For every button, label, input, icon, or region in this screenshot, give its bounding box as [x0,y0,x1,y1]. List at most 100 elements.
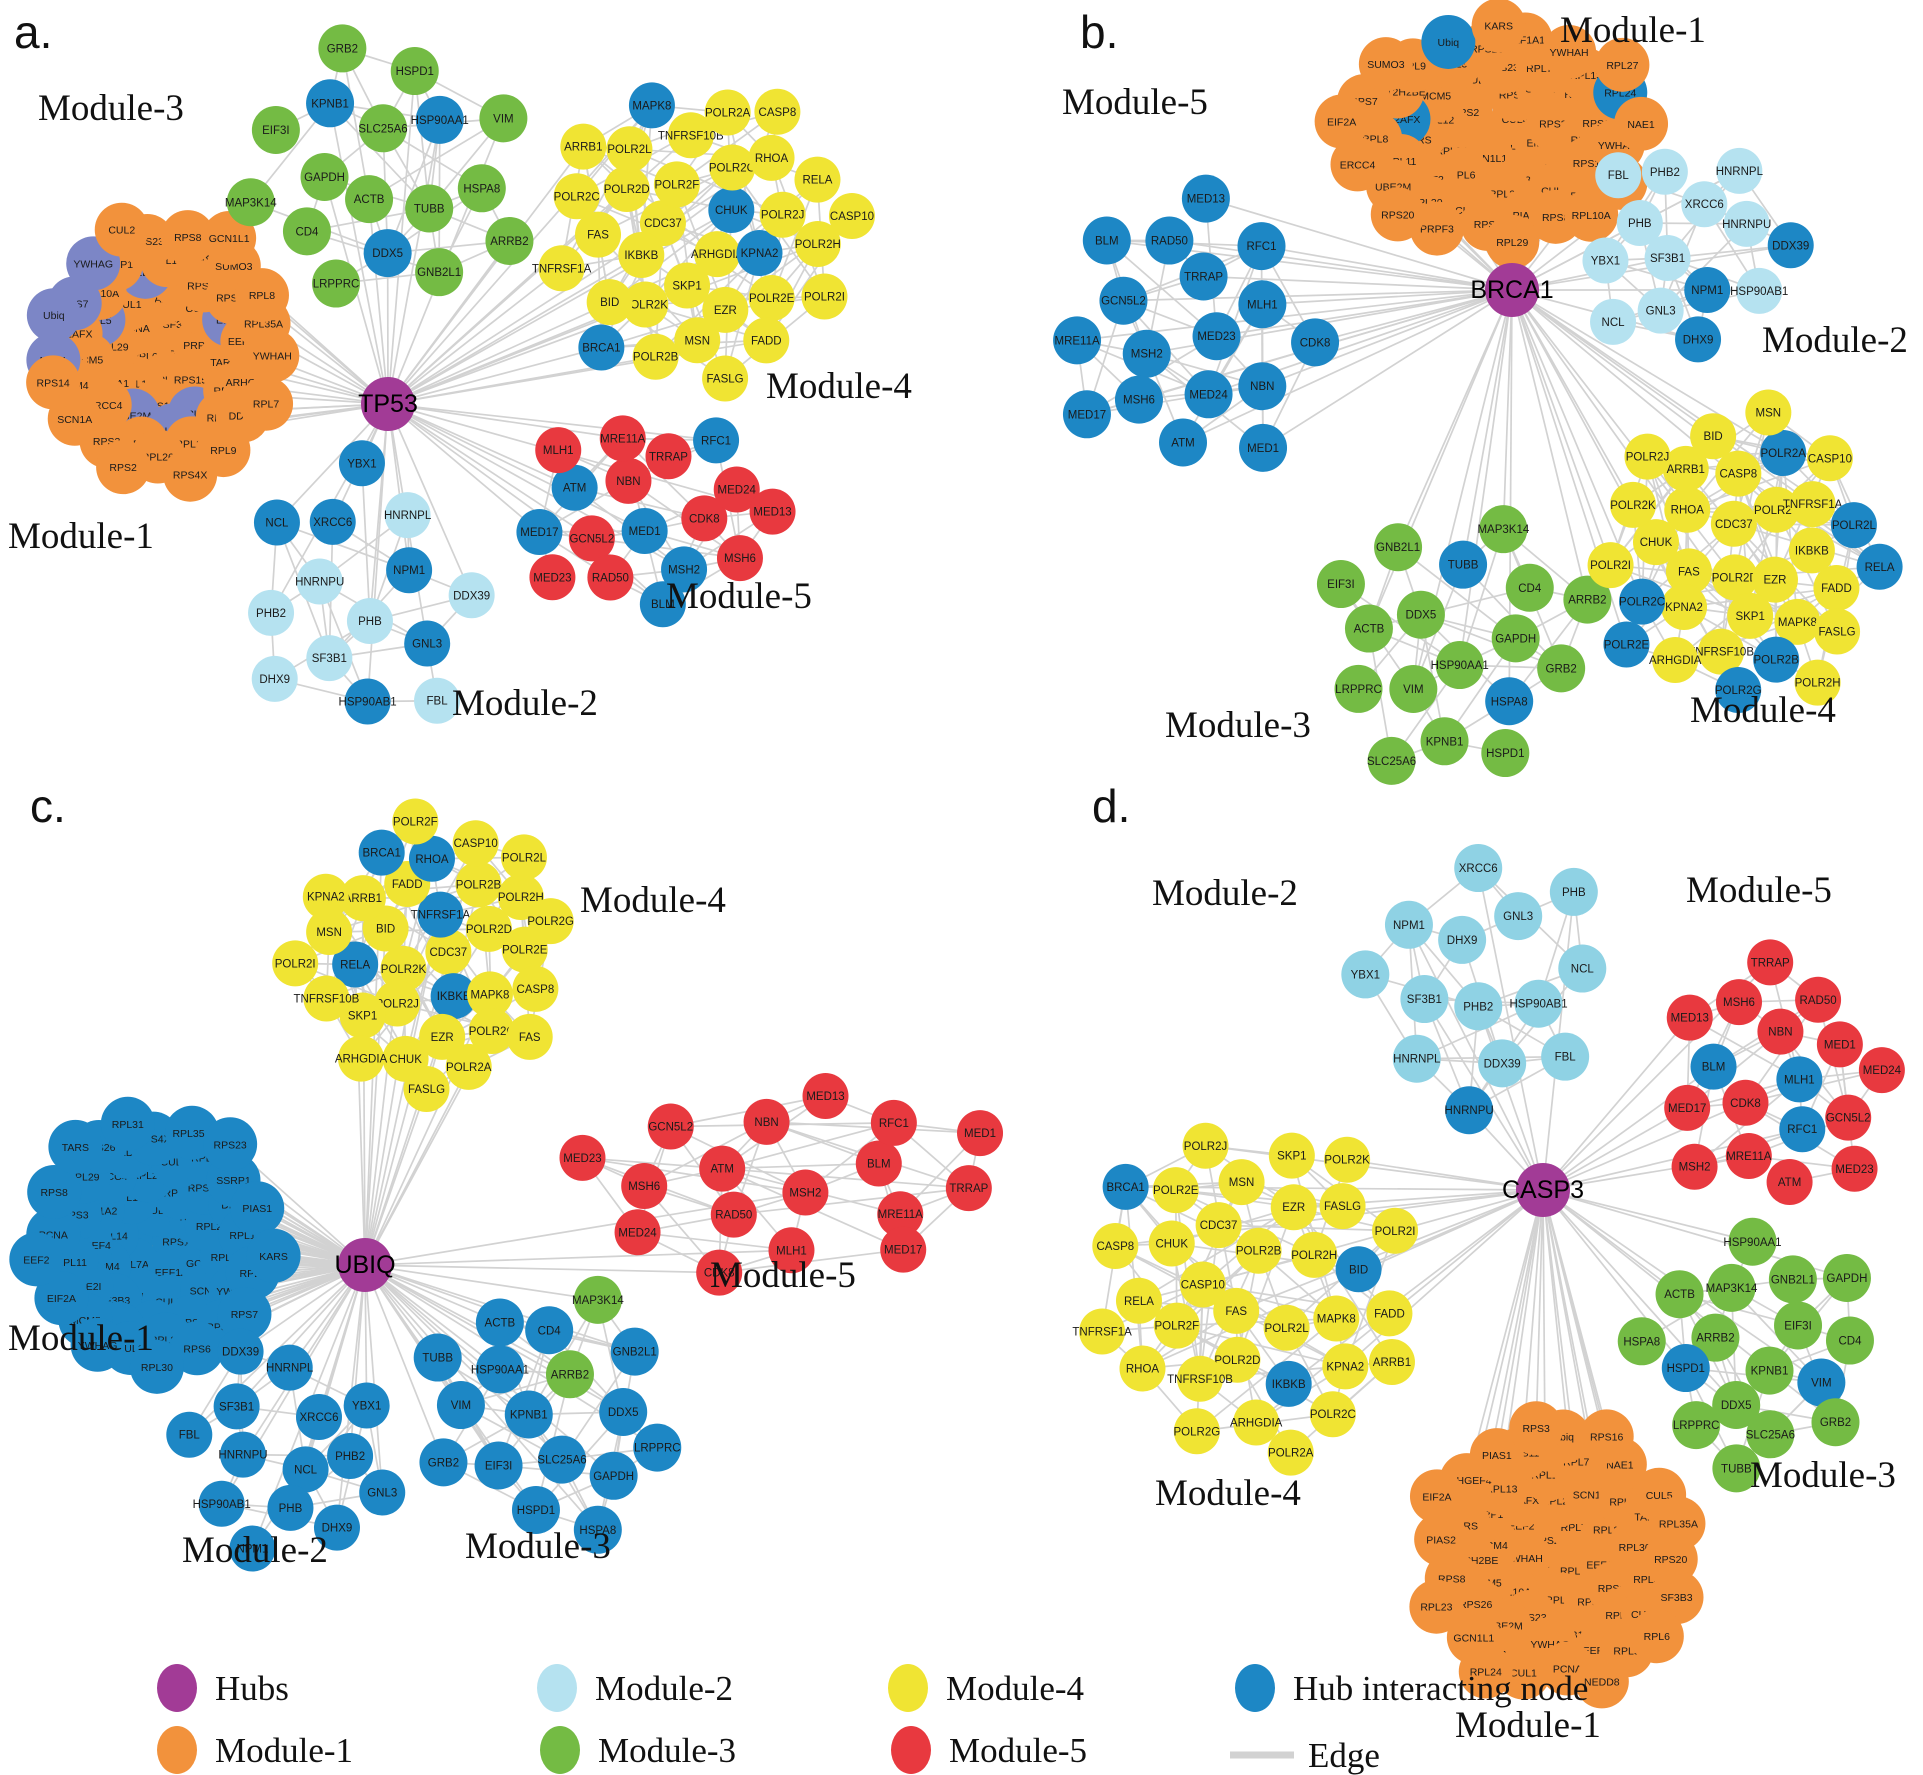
hub-TP53[interactable] [361,377,415,431]
node-BLM[interactable] [1082,216,1131,265]
node-RHOA[interactable] [1664,486,1711,533]
node-BID[interactable] [586,279,633,326]
node-GAPDH[interactable] [589,1451,638,1500]
node-POLR2A[interactable] [704,89,751,136]
node-POLR2A[interactable] [1267,1429,1314,1476]
node-MAP3K14[interactable] [1479,505,1528,554]
node-TUBB[interactable] [1712,1444,1761,1493]
node-DHX9[interactable] [1675,316,1722,363]
node-GCN5L2[interactable] [1825,1094,1872,1141]
node-GAPDH[interactable] [1822,1253,1871,1302]
node-ATM[interactable] [1766,1158,1813,1205]
node-ARHGDIA[interactable] [1233,1399,1280,1446]
node-LRPPRC[interactable] [312,259,361,308]
node-MAP3K14[interactable] [226,178,275,227]
node-POLR2E[interactable] [748,275,795,322]
node-LRPPRC[interactable] [1672,1401,1721,1450]
node-BLM[interactable] [1690,1043,1737,1090]
node-NPM1[interactable] [1684,266,1731,313]
node-HSP90AB1[interactable] [1736,267,1783,314]
node-KARS[interactable] [1471,0,1526,53]
node-GNB2L1[interactable] [1768,1255,1817,1304]
node-NBN[interactable] [743,1098,790,1145]
node-RELA[interactable] [1856,543,1903,590]
node-POLR2C[interactable] [468,1008,515,1055]
node-MSN[interactable] [1218,1159,1265,1206]
node-ARRB2[interactable] [1691,1313,1740,1362]
node-PIAS2[interactable] [1414,1512,1469,1567]
node-LRPPRC[interactable] [633,1423,682,1472]
node-POLR2K[interactable] [1609,481,1656,528]
node-DDX39[interactable] [1767,222,1814,269]
node-BLM[interactable] [639,581,686,628]
node-CASP8[interactable] [754,88,801,135]
node-TRRAP[interactable] [945,1165,992,1212]
node-SUMO3[interactable] [1358,37,1413,92]
node-HSP90AB1[interactable] [198,1480,245,1527]
node-HNRNPL[interactable] [1392,1034,1441,1083]
node-POLR2B[interactable] [1753,636,1800,683]
node-TNFRSF10B[interactable] [1698,628,1745,675]
node-YBX1[interactable] [338,440,385,487]
node-RPL6[interactable] [1629,1609,1684,1664]
node-RELA[interactable] [1115,1277,1162,1324]
node-MAPK8[interactable] [1774,598,1821,645]
node-BRCA1[interactable] [358,829,405,876]
node-HSP90AA1[interactable] [475,1345,524,1394]
node-SKP1[interactable] [1268,1132,1315,1179]
node-NBN[interactable] [1238,362,1287,411]
node-MED24[interactable] [614,1209,661,1256]
node-BRCA1[interactable] [1102,1163,1149,1210]
node-YWHAH[interactable] [1542,24,1597,79]
node-POLR2L[interactable] [1263,1304,1310,1351]
node-MED23[interactable] [1831,1145,1878,1192]
node-GCN5L2[interactable] [647,1103,694,1150]
node-CHUK[interactable] [1632,519,1679,566]
node-TRRAP[interactable] [1747,939,1794,986]
node-CASP10[interactable] [452,820,499,867]
node-POLR2D[interactable] [1214,1336,1261,1383]
node-RPL27[interactable] [1595,37,1650,92]
node-POLR2L[interactable] [606,126,653,173]
node-FAS[interactable] [575,211,622,258]
node-FAS[interactable] [1665,548,1712,595]
node-NCL[interactable] [282,1446,329,1493]
node-ARHGDIA[interactable] [338,1035,385,1082]
node-POLR2B[interactable] [1235,1227,1282,1274]
node-ERCC4[interactable] [1330,137,1385,192]
node-PHB2[interactable] [1454,982,1503,1031]
node-SF3B1[interactable] [306,635,353,682]
node-POLR2H[interactable] [794,220,841,267]
node-VIM[interactable] [1389,664,1438,713]
node-XRCC6[interactable] [296,1394,343,1441]
node-SLC25A6[interactable] [1367,736,1416,785]
node-FASLG[interactable] [1319,1183,1366,1230]
node-TNFRSF1A[interactable] [1789,481,1836,528]
node-MSH2[interactable] [782,1169,829,1216]
node-SKP1[interactable] [1727,592,1774,639]
node-PIAS1[interactable] [230,1181,285,1236]
node-MED1[interactable] [621,507,668,554]
node-MED1[interactable] [1239,423,1288,472]
node-MAP3K14[interactable] [1707,1263,1756,1312]
node-HNRNPU[interactable] [219,1431,266,1478]
node-RHOA[interactable] [748,134,795,181]
node-MED13[interactable] [802,1072,849,1119]
node-HNRNPU[interactable] [1723,200,1770,247]
node-DHX9[interactable] [251,655,298,702]
node-GNB2L1[interactable] [415,248,464,297]
node-DDX39[interactable] [217,1328,264,1375]
node-PHB[interactable] [267,1484,314,1531]
node-RAD50[interactable] [1795,976,1842,1023]
node-ARHGDIA[interactable] [1652,636,1699,683]
node-RPS4X[interactable] [163,447,218,502]
node-MSH6[interactable] [621,1162,668,1209]
node-HNRNPL[interactable] [266,1344,313,1391]
node-CD4[interactable] [525,1306,574,1355]
node-CASP8[interactable] [512,965,559,1012]
node-POLR2J[interactable] [1624,433,1671,480]
node-KPNB1[interactable] [504,1390,553,1439]
node-GNL3[interactable] [1637,287,1684,334]
node-MED17[interactable] [516,508,563,555]
node-POLR2D[interactable] [1711,554,1758,601]
